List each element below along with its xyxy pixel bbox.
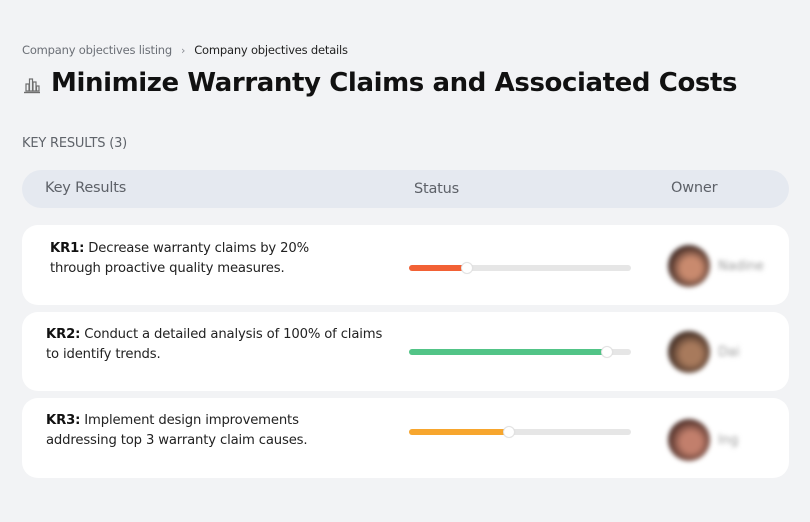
avatar xyxy=(668,331,710,373)
key-result-text: Implement design improvements addressing… xyxy=(46,413,308,448)
progress-slider-handle[interactable] xyxy=(502,426,515,438)
owner[interactable]: Ing xyxy=(668,419,738,461)
key-results-table-header: Key Results Status Owner xyxy=(22,170,789,208)
key-result-description: KR1: Decrease warranty claims by 20% thr… xyxy=(50,239,330,279)
progress-slider-handle[interactable] xyxy=(600,346,613,358)
page-title: Minimize Warranty Claims and Associated … xyxy=(51,68,738,98)
avatar xyxy=(668,419,710,461)
objective-header: Minimize Warranty Claims and Associated … xyxy=(22,68,738,98)
breadcrumb-chevron-icon: › xyxy=(181,43,186,57)
progress-fill xyxy=(409,429,509,435)
key-result-row[interactable]: KR2: Conduct a detailed analysis of 100%… xyxy=(22,312,789,391)
key-result-description: KR3: Implement design improvements addre… xyxy=(46,411,336,451)
breadcrumb: Company objectives listing › Company obj… xyxy=(22,43,348,57)
column-header-key-results: Key Results xyxy=(45,180,127,196)
bar-chart-building-icon xyxy=(22,75,42,95)
key-result-text: Decrease warranty claims by 20% through … xyxy=(50,241,309,276)
owner[interactable]: Nadine xyxy=(668,245,764,287)
breadcrumb-current: Company objectives details xyxy=(194,43,348,57)
owner-name: Nadine xyxy=(718,258,764,274)
owner[interactable]: Dai xyxy=(668,331,740,373)
key-results-count-label: KEY RESULTS (3) xyxy=(22,136,128,151)
key-result-id: KR1: xyxy=(50,241,85,256)
progress-fill xyxy=(409,265,467,271)
column-header-status: Status xyxy=(414,181,460,197)
progress-bar[interactable] xyxy=(409,262,631,274)
key-result-text: Conduct a detailed analysis of 100% of c… xyxy=(46,327,383,362)
progress-bar[interactable] xyxy=(409,426,631,438)
progress-slider-handle[interactable] xyxy=(460,262,473,274)
progress-fill xyxy=(409,349,607,355)
key-result-row[interactable]: KR3: Implement design improvements addre… xyxy=(22,398,789,478)
key-result-id: KR2: xyxy=(46,327,81,342)
key-result-id: KR3: xyxy=(46,413,81,428)
column-header-owner: Owner xyxy=(671,180,718,196)
progress-bar[interactable] xyxy=(409,346,631,358)
key-result-description: KR2: Conduct a detailed analysis of 100%… xyxy=(46,325,386,365)
owner-name: Ing xyxy=(718,432,739,448)
owner-name: Dai xyxy=(718,344,740,360)
breadcrumb-link-objectives-listing[interactable]: Company objectives listing xyxy=(22,43,172,57)
key-result-row[interactable]: KR1: Decrease warranty claims by 20% thr… xyxy=(22,225,789,305)
avatar xyxy=(668,245,710,287)
